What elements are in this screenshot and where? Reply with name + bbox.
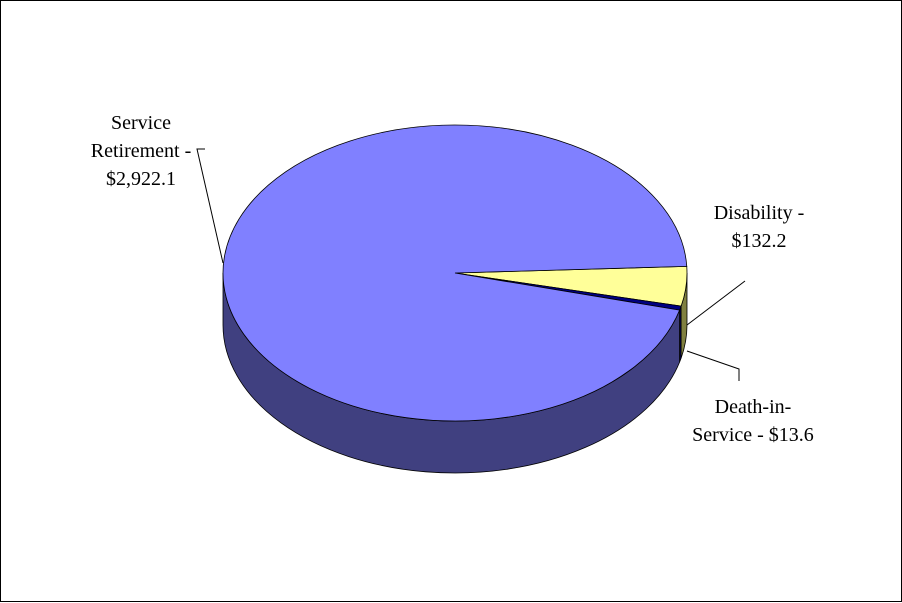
- data-label-0: Service Retirement -$2,922.1: [91, 112, 192, 190]
- data-labels: Service Retirement -$2,922.1 Disability -$…: [91, 112, 814, 446]
- data-label-2: Death-in-Service - $13.6: [692, 396, 814, 446]
- leader-lines: [196, 148, 746, 381]
- leader-line-2: [686, 350, 740, 381]
- pie-tops: [222, 124, 688, 422]
- pie-slice-0: [222, 124, 688, 422]
- leader-line-1: [686, 280, 746, 326]
- data-label-1: Disability -$132.2: [714, 202, 805, 252]
- leader-line-0: [196, 148, 224, 264]
